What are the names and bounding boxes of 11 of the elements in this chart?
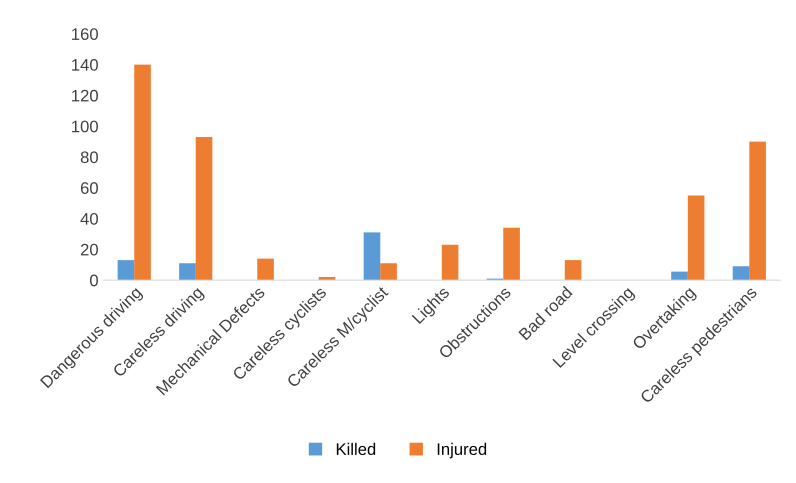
y-tick-label: 80 [80,151,98,164]
legend-label: Killed [336,442,376,456]
y-tick-label: 40 [80,212,98,225]
y-tick-label: 100 [72,120,98,132]
legend-label: Injured [438,442,486,458]
y-tick-label: 20 [80,244,98,256]
y-tick-label: 160 [72,28,98,40]
y-tick-label: 60 [80,182,98,194]
y-tick-label: 140 [72,59,98,71]
y-tick-label: 120 [72,90,98,102]
y-tick-label: 0 [90,274,98,286]
